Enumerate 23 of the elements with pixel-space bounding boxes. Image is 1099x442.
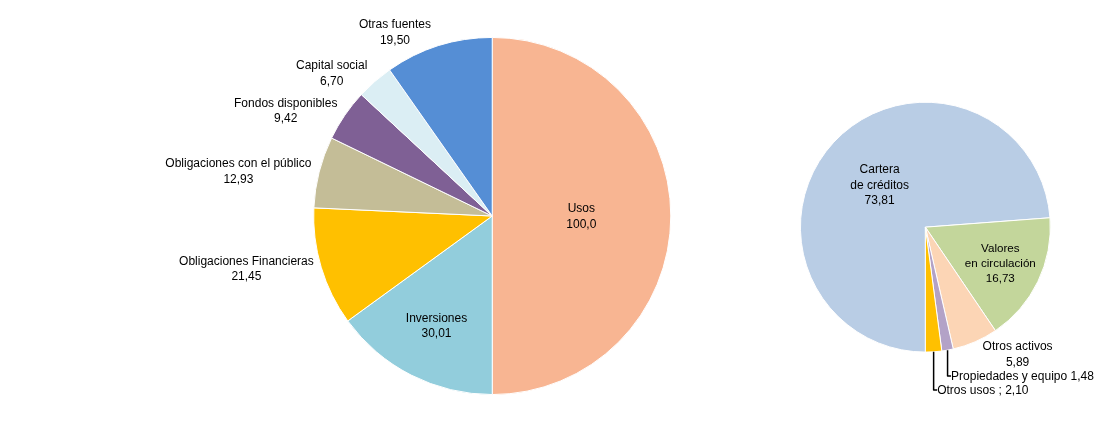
data-label: 12,93 — [223, 171, 254, 186]
data-label: 19,50 — [379, 33, 411, 48]
slice-label: Inversiones — [405, 310, 468, 325]
slice-label: Otras fuentes — [358, 17, 431, 32]
slice-label: Cartera de créditos — [850, 162, 909, 192]
data-label: 100,0 — [566, 216, 597, 231]
pie-slice — [799, 101, 1051, 353]
slice-label: Obligaciones Financieras — [179, 253, 314, 268]
data-label: 73,81 — [864, 193, 895, 208]
slice-label: Usos — [567, 201, 596, 216]
data-label: 6,70 — [320, 73, 344, 88]
slice-label: Propiedades y equipo 1,48 — [951, 369, 1095, 384]
data-label: 21,45 — [231, 269, 262, 284]
slice-label: Fondos disponibles — [234, 95, 338, 110]
data-label: 30,01 — [421, 326, 452, 341]
data-label: 16,73 — [985, 271, 1015, 285]
slice-label: Obligaciones con el público — [165, 156, 312, 171]
data-label: 5,89 — [1005, 355, 1030, 370]
slice-label: Capital social — [296, 58, 368, 73]
slice-label: Otros usos ; 2,10 — [937, 383, 1029, 398]
slice-label: Valores en circulación — [964, 241, 1036, 270]
data-label: 9,42 — [274, 111, 298, 126]
slice-label: Otros activos — [982, 339, 1053, 354]
